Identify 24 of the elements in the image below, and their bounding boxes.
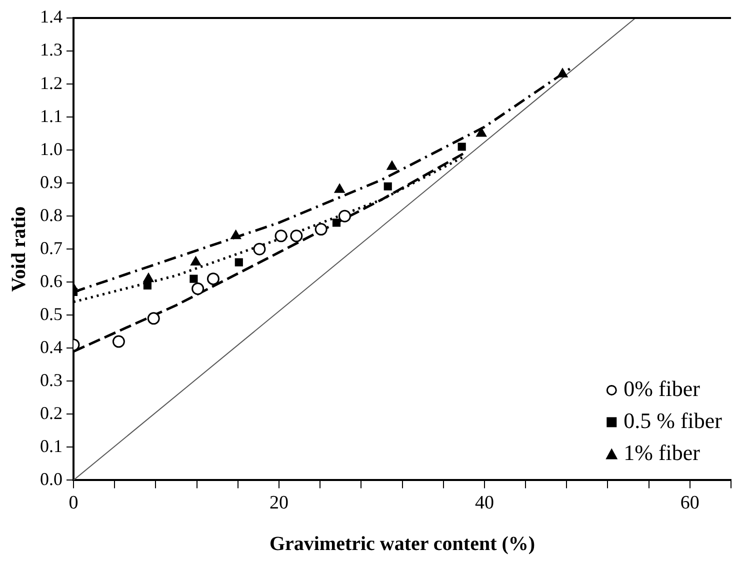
y-tick-label: 0.9 — [40, 172, 62, 192]
x-tick-label: 60 — [680, 492, 700, 514]
y-tick-label: 1.1 — [40, 106, 62, 126]
y-tick-label: 0.0 — [40, 468, 62, 489]
y-tick-label: 0.5 — [40, 304, 62, 324]
y-tick-label: 0.2 — [40, 402, 62, 423]
y-tick-label: 1.0 — [40, 138, 62, 159]
y-tick-label: 0.8 — [40, 204, 62, 225]
y-tick-label: 0.4 — [40, 336, 62, 357]
y-axis-title: Void ratio — [8, 206, 30, 292]
x-axis-title: Gravimetric water content (%) — [269, 533, 536, 556]
legend-label: 1% fiber — [624, 440, 701, 465]
legend-label: 0.5 % fiber — [624, 408, 723, 433]
x-tick-label: 20 — [269, 492, 288, 514]
y-tick-label: 0.3 — [40, 370, 62, 390]
y-tick-label: 0.6 — [40, 270, 62, 291]
x-tick-label: 0 — [68, 492, 78, 514]
y-tick-label: 1.4 — [40, 6, 62, 27]
x-tick-label: 40 — [474, 492, 494, 514]
y-tick-label: 1.2 — [40, 72, 62, 93]
y-tick-label: 0.7 — [40, 238, 62, 258]
y-tick-label: 1.3 — [40, 40, 62, 60]
legend-label: 0% fiber — [624, 376, 701, 401]
y-tick-label: 0.1 — [40, 436, 62, 456]
